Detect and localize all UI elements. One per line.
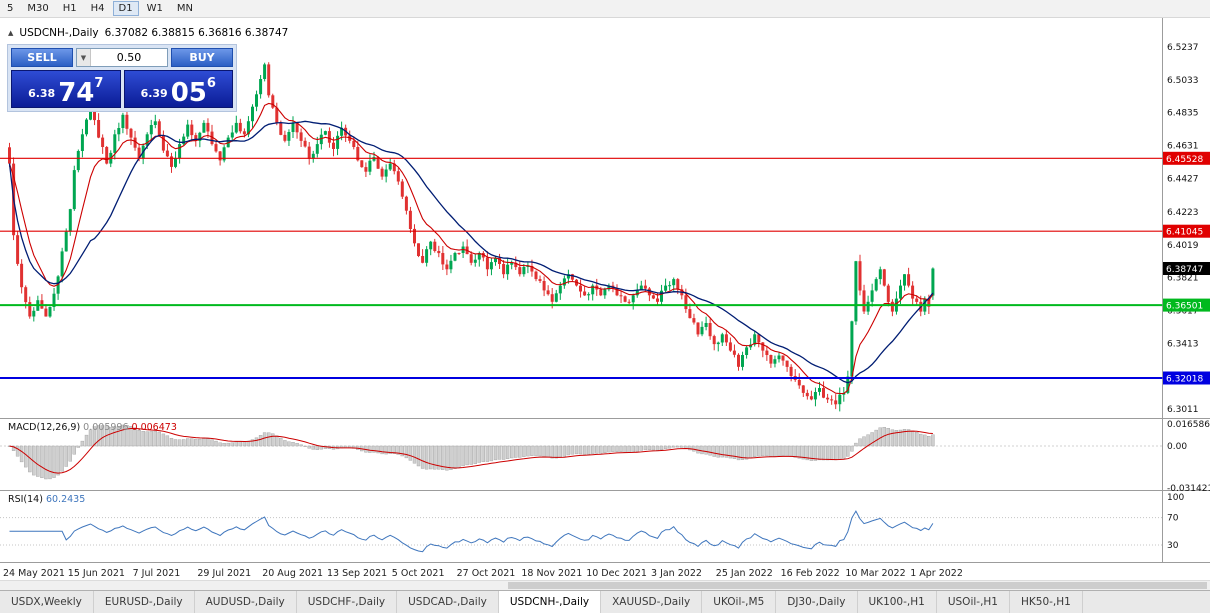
svg-text:29 Jul 2021: 29 Jul 2021 <box>197 568 251 579</box>
rsi-indicator <box>0 510 1163 553</box>
sell-price-big: 74 <box>58 78 95 108</box>
timeframe-button-d1[interactable]: D1 <box>112 1 139 16</box>
svg-text:6.4835: 6.4835 <box>1167 108 1199 118</box>
svg-text:6.3821: 6.3821 <box>1167 273 1199 283</box>
buy-price-sup: 6 <box>206 76 216 91</box>
timeframe-toolbar: 5 M30 H1 H4 D1 W1 MN <box>0 0 1210 18</box>
svg-text:18 Nov 2021: 18 Nov 2021 <box>521 568 582 579</box>
svg-text:6.5237: 6.5237 <box>1167 43 1199 53</box>
svg-text:30: 30 <box>1167 541 1179 551</box>
tab-audusd-daily[interactable]: AUDUSD-,Daily <box>195 591 297 613</box>
ma-fast-line <box>8 102 934 395</box>
panel-separators <box>0 18 1210 563</box>
buy-price-small: 6.39 <box>140 87 168 100</box>
svg-text:70: 70 <box>1167 514 1179 524</box>
svg-text:24 May 2021: 24 May 2021 <box>3 568 65 579</box>
volume-box: ▼ <box>76 48 168 67</box>
svg-text:20 Aug 2021: 20 Aug 2021 <box>262 568 323 579</box>
svg-text:0.00: 0.00 <box>1167 442 1187 452</box>
chart-symbol-period: USDCNH-,Daily <box>19 27 99 39</box>
price-axis[interactable]: 6.5237 6.5033 6.4835 6.4631 6.4427 6.4223 6.40… <box>1167 43 1210 551</box>
svg-text:6.3413: 6.3413 <box>1167 340 1199 350</box>
tab-usdcnh-daily[interactable]: USDCNH-,Daily <box>498 591 602 613</box>
svg-text:6.4427: 6.4427 <box>1167 175 1199 185</box>
svg-text:6.4631: 6.4631 <box>1167 142 1199 152</box>
sell-button[interactable]: SELL <box>11 48 73 67</box>
ma-slow-line <box>8 120 934 384</box>
svg-text:16 Feb 2022: 16 Feb 2022 <box>781 568 840 579</box>
svg-text:6.4223: 6.4223 <box>1167 208 1199 218</box>
sell-price-sup: 7 <box>94 76 104 91</box>
tab-usoil-h1[interactable]: USOil-,H1 <box>937 591 1010 613</box>
buy-button[interactable]: BUY <box>171 48 233 67</box>
timeframe-button-mn[interactable]: MN <box>171 1 199 16</box>
rsi-label: RSI(14) 60.2435 <box>8 494 85 505</box>
svg-text:6.32018: 6.32018 <box>1166 375 1203 385</box>
svg-text:6.3011: 6.3011 <box>1167 405 1199 415</box>
macd-label: MACD(12,26,9) 0.005996 0.006473 <box>8 422 177 433</box>
svg-text:3 Jan 2022: 3 Jan 2022 <box>651 568 702 579</box>
chevron-down-icon: ▼ <box>80 53 87 62</box>
horizontal-level-lines[interactable] <box>0 157 1163 379</box>
svg-text:7 Jul 2021: 7 Jul 2021 <box>133 568 181 579</box>
timeframe-button-h1[interactable]: H1 <box>57 1 83 16</box>
volume-input[interactable] <box>91 49 167 66</box>
svg-text:0.016586: 0.016586 <box>1167 420 1210 430</box>
tab-hk50-h1[interactable]: HK50-,H1 <box>1010 591 1083 613</box>
svg-text:10 Mar 2022: 10 Mar 2022 <box>845 568 905 579</box>
tab-usdcad-daily[interactable]: USDCAD-,Daily <box>397 591 499 613</box>
time-axis[interactable]: 24 May 2021 15 Jun 2021 7 Jul 2021 29 Jul 2… <box>3 568 963 579</box>
timeframe-button-5[interactable]: 5 <box>1 1 19 16</box>
tab-uk100-h1[interactable]: UK100-,H1 <box>858 591 937 613</box>
buy-price-big: 05 <box>170 78 207 108</box>
buy-price-display[interactable]: 6.39 05 6 <box>123 70 233 108</box>
symbol-tabs-bar: USDX,Weekly EURUSD-,Daily AUDUSD-,Daily USD… <box>0 590 1210 613</box>
svg-text:27 Oct 2021: 27 Oct 2021 <box>457 568 516 579</box>
tab-usdchf-daily[interactable]: USDCHF-,Daily <box>297 591 398 613</box>
svg-text:15 Jun 2021: 15 Jun 2021 <box>68 568 125 579</box>
svg-text:1 Apr 2022: 1 Apr 2022 <box>910 568 963 579</box>
svg-text:-0.031421: -0.031421 <box>1167 484 1210 494</box>
rsi-line <box>9 510 934 553</box>
trade-panel-collapse-icon[interactable]: ▲ <box>8 29 14 37</box>
svg-text:25 Jan 2022: 25 Jan 2022 <box>716 568 773 579</box>
svg-text:6.5033: 6.5033 <box>1167 76 1199 86</box>
svg-text:10 Dec 2021: 10 Dec 2021 <box>586 568 647 579</box>
svg-text:6.4019: 6.4019 <box>1167 241 1199 251</box>
sell-price-small: 6.38 <box>28 87 56 100</box>
tab-ukoil-m5[interactable]: UKOil-,M5 <box>702 591 777 613</box>
price-tags: 6.45528 6.41045 6.36501 6.32018 6.38747 <box>1163 151 1210 385</box>
svg-text:6.45528: 6.45528 <box>1166 155 1203 165</box>
svg-text:6.38747: 6.38747 <box>1166 265 1203 275</box>
volume-dropdown-button[interactable]: ▼ <box>77 49 91 66</box>
macd-indicator <box>0 424 1163 480</box>
one-click-trade-panel: SELL ▼ BUY 6.38 74 7 6.39 05 6 <box>7 44 237 112</box>
timeframe-button-w1[interactable]: W1 <box>141 1 169 16</box>
sell-price-display[interactable]: 6.38 74 7 <box>11 70 121 108</box>
chart-ohlc-readout: 6.37082 6.38815 6.36816 6.38747 <box>104 27 289 39</box>
tab-eurusd-daily[interactable]: EURUSD-,Daily <box>94 591 195 613</box>
svg-text:5 Oct 2021: 5 Oct 2021 <box>392 568 445 579</box>
scrollbar-thumb[interactable] <box>508 582 1207 589</box>
tab-dj30-daily[interactable]: DJ30-,Daily <box>776 591 858 613</box>
svg-text:100: 100 <box>1167 493 1184 503</box>
macd-signal-line <box>9 427 933 474</box>
svg-text:13 Sep 2021: 13 Sep 2021 <box>327 568 387 579</box>
tab-usdx-weekly[interactable]: USDX,Weekly <box>0 591 94 613</box>
horizontal-scrollbar[interactable] <box>0 580 1210 590</box>
chart-title: ▲ USDCNH-,Daily 6.37082 6.38815 6.36816 … <box>8 27 288 39</box>
tab-xauusd-daily[interactable]: XAUUSD-,Daily <box>601 591 703 613</box>
timeframe-button-h4[interactable]: H4 <box>85 1 111 16</box>
svg-text:6.36501: 6.36501 <box>1166 302 1203 312</box>
timeframe-button-m30[interactable]: M30 <box>21 1 54 16</box>
svg-text:6.41045: 6.41045 <box>1166 228 1203 238</box>
